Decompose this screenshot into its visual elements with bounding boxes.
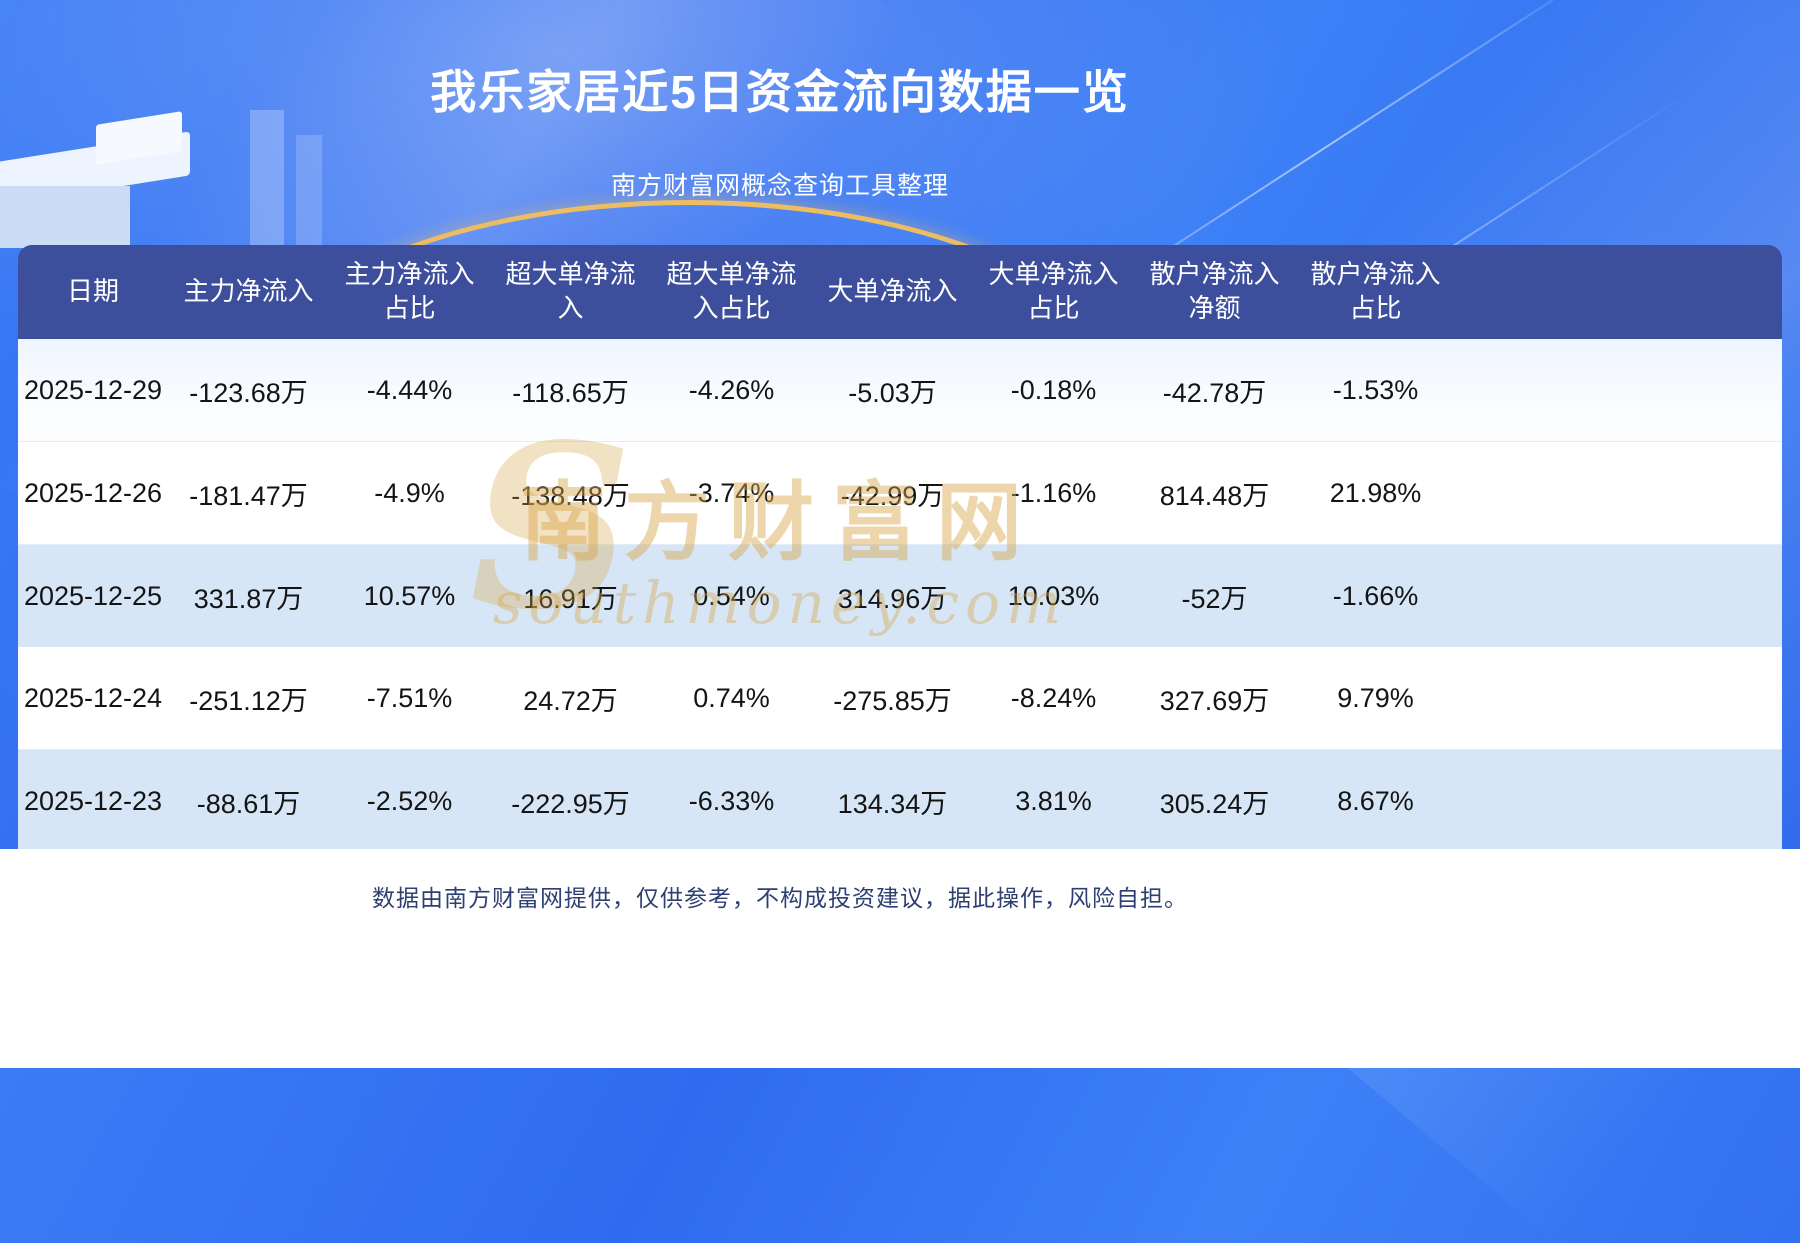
value-cell: -118.65万 — [490, 339, 651, 442]
disclaimer-text: 数据由南方财富网提供，仅供参考，不构成投资建议，据此操作，风险自担。 — [372, 885, 1188, 911]
table-row: 2025-12-29 -123.68万 -4.44% -118.65万 -4.26% -5… — [18, 339, 1782, 442]
row-spacer-cell — [1456, 544, 1782, 647]
value-cell: -251.12万 — [168, 647, 329, 750]
value-cell: -5.03万 — [812, 339, 973, 442]
value-cell: 10.57% — [329, 544, 490, 647]
value-cell: 3.81% — [973, 749, 1134, 852]
value-cell: 21.98% — [1295, 441, 1456, 545]
date-cell: 2025-12-25 — [18, 544, 168, 647]
column-header: 日期 — [18, 245, 168, 339]
column-header-spacer — [1456, 245, 1782, 339]
value-cell: 134.34万 — [812, 749, 973, 852]
value-cell: -2.52% — [329, 749, 490, 852]
value-cell: -1.16% — [973, 441, 1134, 545]
row-spacer-cell — [1456, 441, 1782, 545]
value-cell: -4.44% — [329, 339, 490, 442]
value-cell: -1.53% — [1295, 339, 1456, 442]
value-cell: 0.74% — [651, 647, 812, 750]
value-cell: -123.68万 — [168, 339, 329, 442]
value-cell: 24.72万 — [490, 647, 651, 750]
value-cell: -42.99万 — [812, 441, 973, 545]
row-spacer-cell — [1456, 749, 1782, 852]
table-row: 2025-12-23 -88.61万 -2.52% -222.95万 -6.33% 134… — [18, 749, 1782, 852]
value-cell: 9.79% — [1295, 647, 1456, 750]
value-cell: -4.9% — [329, 441, 490, 545]
column-header: 超大单净流入 — [490, 245, 651, 339]
table-row: 2025-12-24 -251.12万 -7.51% 24.72万 0.74% -275.… — [18, 647, 1782, 750]
value-cell: -1.66% — [1295, 544, 1456, 647]
value-cell: -52万 — [1134, 544, 1295, 647]
value-cell: 331.87万 — [168, 544, 329, 647]
value-cell: -0.18% — [973, 339, 1134, 442]
date-cell: 2025-12-29 — [18, 339, 168, 442]
date-cell: 2025-12-24 — [18, 647, 168, 750]
fund-flow-table: 日期 主力净流入 主力净流入占比 超大单净流入 超大单净流入占比 大单净流入 大单净流入占比… — [18, 245, 1782, 852]
value-cell: 0.54% — [651, 544, 812, 647]
value-cell: 327.69万 — [1134, 647, 1295, 750]
page-subtitle: 南方财富网概念查询工具整理 — [610, 172, 949, 200]
value-cell: -88.61万 — [168, 749, 329, 852]
column-header: 主力净流入 — [168, 245, 329, 339]
value-cell: 314.96万 — [812, 544, 973, 647]
table-row: 2025-12-25 331.87万 10.57% 16.91万 0.54% 314.96… — [18, 544, 1782, 647]
page-title: 我乐家居近5日资金流向数据一览 — [430, 66, 1130, 118]
table-row: 2025-12-26 -181.47万 -4.9% -138.48万 -3.74% -42… — [18, 441, 1782, 545]
value-cell: -6.33% — [651, 749, 812, 852]
data-table: 日期 主力净流入 主力净流入占比 超大单净流入 超大单净流入占比 大单净流入 大单净流入占比… — [18, 245, 1782, 852]
page-header: 我乐家居近5日资金流向数据一览 南方财富网概念查询工具整理 — [0, 0, 1560, 202]
value-cell: 305.24万 — [1134, 749, 1295, 852]
value-cell: -3.74% — [651, 441, 812, 545]
row-spacer-cell — [1456, 647, 1782, 750]
date-cell: 2025-12-23 — [18, 749, 168, 852]
date-cell: 2025-12-26 — [18, 441, 168, 545]
column-header: 超大单净流入占比 — [651, 245, 812, 339]
value-cell: -42.78万 — [1134, 339, 1295, 442]
row-spacer-cell — [1456, 339, 1782, 442]
gold-arc-decoration — [232, 200, 1147, 630]
value-cell: -7.51% — [329, 647, 490, 750]
value-cell: 10.03% — [973, 544, 1134, 647]
value-cell: -4.26% — [651, 339, 812, 442]
value-cell: -8.24% — [973, 647, 1134, 750]
value-cell: -138.48万 — [490, 441, 651, 545]
table-body: 2025-12-29 -123.68万 -4.44% -118.65万 -4.26% -5… — [18, 339, 1782, 852]
value-cell: -275.85万 — [812, 647, 973, 750]
column-header: 大单净流入 — [812, 245, 973, 339]
column-header: 大单净流入占比 — [973, 245, 1134, 339]
value-cell: 16.91万 — [490, 544, 651, 647]
value-cell: -222.95万 — [490, 749, 651, 852]
value-cell: -181.47万 — [168, 441, 329, 545]
column-header: 主力净流入占比 — [329, 245, 490, 339]
column-header: 散户净流入净额 — [1134, 245, 1295, 339]
column-header: 散户净流入占比 — [1295, 245, 1456, 339]
value-cell: 8.67% — [1295, 749, 1456, 852]
value-cell: 814.48万 — [1134, 441, 1295, 545]
footer: 数据由南方财富网提供，仅供参考，不构成投资建议，据此操作，风险自担。 — [0, 849, 1800, 1068]
table-header-row: 日期 主力净流入 主力净流入占比 超大单净流入 超大单净流入占比 大单净流入 大单净流入占比… — [18, 245, 1782, 339]
